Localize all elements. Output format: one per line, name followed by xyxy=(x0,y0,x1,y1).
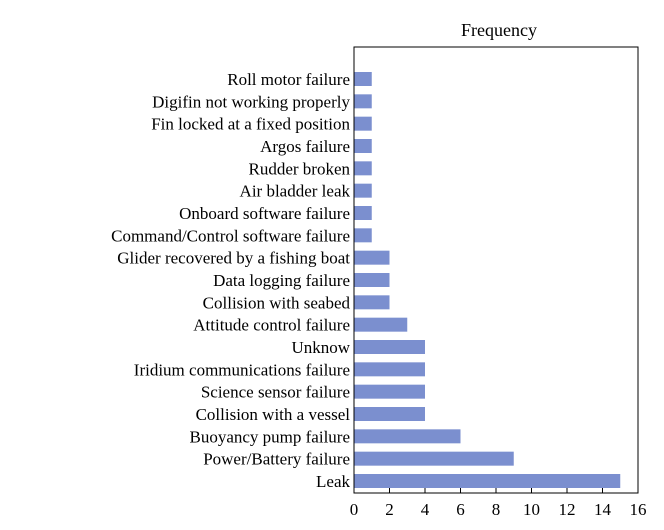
x-axis-ticks: 0 2 4 6 8 10 12 14 16 xyxy=(350,488,647,519)
category-label-argos-failure: Argos failure xyxy=(260,137,350,156)
category-label-air-bladder-leak: Air bladder leak xyxy=(240,182,351,201)
x-tick-label: 0 xyxy=(350,500,359,519)
bar-leak xyxy=(354,474,621,488)
x-tick-label: 6 xyxy=(456,500,465,519)
category-label-roll-motor-failure: Roll motor failure xyxy=(227,70,350,89)
bar-rudder-broken xyxy=(354,161,372,176)
chart-title: Frequency xyxy=(461,20,537,40)
category-label-buoyancy-pump-failure: Buoyancy pump failure xyxy=(189,427,350,446)
x-tick-label: 16 xyxy=(630,500,647,519)
category-label-onboard-software-failure: Onboard software failure xyxy=(179,204,350,223)
category-label-rudder-broken: Rudder broken xyxy=(248,159,350,178)
bar-buoyancy-pump-failure xyxy=(354,429,461,444)
bar-roll-motor-failure xyxy=(354,72,372,86)
category-label-command-control-software-failure: Command/Control software failure xyxy=(111,226,350,245)
bar-onboard-software-failure xyxy=(354,206,372,220)
x-tick-label: 2 xyxy=(385,500,394,519)
x-tick-label: 4 xyxy=(421,500,430,519)
bar-command-control-software-failure xyxy=(354,228,372,243)
x-tick-label: 10 xyxy=(523,500,540,519)
category-label-fin-locked-at-a-fixed-position: Fin locked at a fixed position xyxy=(151,115,350,134)
bar-power-battery-failure xyxy=(354,451,514,466)
bars-group xyxy=(354,72,621,488)
bar-digifin-not-working-properly xyxy=(354,94,372,109)
bar-collision-with-a-vessel xyxy=(354,407,425,421)
bar-science-sensor-failure xyxy=(354,384,425,399)
category-label-data-logging-failure: Data logging failure xyxy=(213,271,350,290)
category-label-leak: Leak xyxy=(316,472,350,491)
plot-frame xyxy=(353,46,639,494)
category-label-attitude-control-failure: Attitude control failure xyxy=(193,316,350,335)
category-label-science-sensor-failure: Science sensor failure xyxy=(201,383,350,402)
category-label-iridium-communications-failure: Iridium communications failure xyxy=(134,360,350,379)
category-label-power-battery-failure: Power/Battery failure xyxy=(203,450,350,469)
category-label-glider-recovered-by-a-fishing-boat: Glider recovered by a fishing boat xyxy=(117,249,350,268)
category-label-digifin-not-working-properly: Digifin not working properly xyxy=(152,92,350,111)
bar-iridium-communications-failure xyxy=(354,362,425,377)
bar-data-logging-failure xyxy=(354,273,390,287)
bar-collision-with-seabed xyxy=(354,295,390,310)
x-tick-label: 12 xyxy=(559,500,576,519)
category-labels: Roll motor failure Digifin not working pr… xyxy=(111,70,351,491)
x-tick-label: 14 xyxy=(594,500,612,519)
bar-air-bladder-leak xyxy=(354,183,372,198)
category-label-collision-with-a-vessel: Collision with a vessel xyxy=(196,405,351,424)
bar-argos-failure xyxy=(354,139,372,153)
bar-unknow xyxy=(354,340,425,354)
x-tick-label: 8 xyxy=(492,500,501,519)
bar-fin-locked-at-a-fixed-position xyxy=(354,116,372,131)
category-label-collision-with-seabed: Collision with seabed xyxy=(203,293,351,312)
category-label-unknow: Unknow xyxy=(291,338,350,357)
bar-glider-recovered-by-a-fishing-boat xyxy=(354,250,390,265)
bar-attitude-control-failure xyxy=(354,317,408,332)
